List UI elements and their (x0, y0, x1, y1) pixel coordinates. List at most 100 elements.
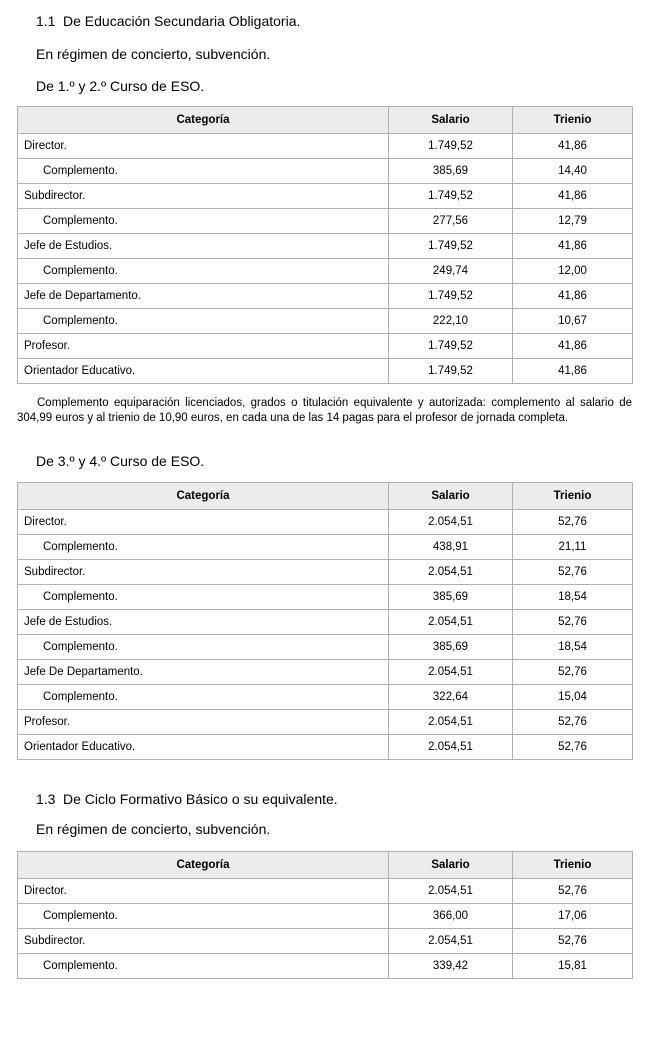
category-cell: Complemento. (17, 634, 389, 660)
column-header-categoria: Categoría (17, 106, 389, 134)
category-cell: Orientador Educativo. (17, 358, 389, 384)
table-row: Complemento. 322,64 15,04 (17, 684, 633, 710)
salario-cell: 385,69 (388, 158, 513, 184)
category-cell: Jefe De Departamento. (17, 659, 389, 685)
salario-cell: 1.749,52 (388, 283, 513, 309)
category-cell: Subdirector. (17, 183, 389, 209)
table-row: Complemento. 339,42 15,81 (17, 953, 633, 979)
salario-cell: 2.054,51 (388, 659, 513, 685)
table-row: Subdirector. 2.054,51 52,76 (17, 928, 633, 954)
category-cell: Orientador Educativo. (17, 734, 389, 760)
category-cell: Jefe de Estudios. (17, 609, 389, 635)
trienio-cell: 12,00 (512, 258, 633, 284)
trienio-cell: 21,11 (512, 534, 633, 560)
column-header-salario: Salario (388, 482, 513, 510)
trienio-cell: 12,79 (512, 208, 633, 234)
table-row: Complemento. 385,69 14,40 (17, 158, 633, 184)
salario-cell: 2.054,51 (388, 509, 513, 535)
regime-subheading: En régimen de concierto, subvención. (36, 46, 271, 62)
category-cell: Director. (17, 509, 389, 535)
trienio-cell: 41,86 (512, 283, 633, 309)
trienio-cell: 15,81 (512, 953, 633, 979)
table-row: Complemento. 222,10 10,67 (17, 308, 633, 334)
column-header-trienio: Trienio (512, 482, 633, 510)
salario-cell: 277,56 (388, 208, 513, 234)
trienio-cell: 41,86 (512, 133, 633, 159)
table-row: Jefe de Estudios. 2.054,51 52,76 (17, 609, 633, 635)
section-number: 1.1 (36, 13, 56, 29)
section-number: 1.3 (36, 791, 56, 807)
table-row: Director. 2.054,51 52,76 (17, 509, 633, 535)
category-cell: Jefe de Estudios. (17, 233, 389, 259)
table-row: Jefe de Departamento. 1.749,52 41,86 (17, 283, 633, 309)
category-cell: Jefe de Departamento. (17, 283, 389, 309)
category-cell: Profesor. (17, 709, 389, 735)
category-cell: Director. (17, 878, 389, 904)
table-row: Profesor. 1.749,52 41,86 (17, 333, 633, 359)
salario-cell: 249,74 (388, 258, 513, 284)
salario-cell: 1.749,52 (388, 133, 513, 159)
table-row: Jefe De Departamento. 2.054,51 52,76 (17, 659, 633, 685)
trienio-cell: 52,76 (512, 734, 633, 760)
table-row: Jefe de Estudios. 1.749,52 41,86 (17, 233, 633, 259)
trienio-cell: 52,76 (512, 559, 633, 585)
category-cell: Profesor. (17, 333, 389, 359)
table-row: Director. 2.054,51 52,76 (17, 878, 633, 904)
table-row: Subdirector. 2.054,51 52,76 (17, 559, 633, 585)
salario-cell: 322,64 (388, 684, 513, 710)
trienio-cell: 52,76 (512, 609, 633, 635)
table-row: Complemento. 438,91 21,11 (17, 534, 633, 560)
column-header-salario: Salario (388, 106, 513, 134)
trienio-cell: 52,76 (512, 509, 633, 535)
category-cell: Director. (17, 133, 389, 159)
section-heading-1-1: 1.1 De Educación Secundaria Obligatoria. (36, 13, 649, 29)
salario-cell: 1.749,52 (388, 233, 513, 259)
trienio-cell: 14,40 (512, 158, 633, 184)
table-row: Subdirector. 1.749,52 41,86 (17, 183, 633, 209)
salario-cell: 339,42 (388, 953, 513, 979)
regime-subheading: En régimen de concierto, subvención. (36, 821, 271, 837)
table-header-row: Categoría Salario Trienio (17, 106, 633, 134)
salario-cell: 2.054,51 (388, 878, 513, 904)
trienio-cell: 52,76 (512, 659, 633, 685)
category-cell: Complemento. (17, 208, 389, 234)
salary-table-ciclo-formativo: Categoría Salario Trienio Director. 2.054… (17, 851, 633, 979)
salario-cell: 1.749,52 (388, 358, 513, 384)
trienio-cell: 41,86 (512, 233, 633, 259)
table-header-row: Categoría Salario Trienio (17, 482, 633, 510)
equivalence-note: Complemento equiparación licenciados, gr… (17, 397, 632, 424)
table-row: Orientador Educativo. 1.749,52 41,86 (17, 358, 633, 384)
table-header-row: Categoría Salario Trienio (17, 851, 633, 879)
table-row: Complemento. 277,56 12,79 (17, 208, 633, 234)
salario-cell: 1.749,52 (388, 183, 513, 209)
salario-cell: 222,10 (388, 308, 513, 334)
column-header-categoria: Categoría (17, 851, 389, 879)
salario-cell: 1.749,52 (388, 333, 513, 359)
trienio-cell: 41,86 (512, 358, 633, 384)
category-cell: Complemento. (17, 158, 389, 184)
section-heading-1-3: 1.3 De Ciclo Formativo Básico o su equiva… (36, 791, 649, 807)
category-cell: Complemento. (17, 684, 389, 710)
salary-table-eso-1-2: Categoría Salario Trienio Director. 1.749… (17, 106, 633, 384)
category-cell: Complemento. (17, 953, 389, 979)
trienio-cell: 15,04 (512, 684, 633, 710)
column-header-trienio: Trienio (512, 106, 633, 134)
category-cell: Complemento. (17, 308, 389, 334)
section-title: De Educación Secundaria Obligatoria. (63, 13, 301, 29)
category-cell: Subdirector. (17, 559, 389, 585)
category-cell: Complemento. (17, 258, 389, 284)
trienio-cell: 17,06 (512, 903, 633, 929)
table-row: Complemento. 249,74 12,00 (17, 258, 633, 284)
trienio-cell: 10,67 (512, 308, 633, 334)
column-header-categoria: Categoría (17, 482, 389, 510)
table-row: Director. 1.749,52 41,86 (17, 133, 633, 159)
table-row: Complemento. 385,69 18,54 (17, 584, 633, 610)
category-cell: Complemento. (17, 584, 389, 610)
salario-cell: 438,91 (388, 534, 513, 560)
salario-cell: 385,69 (388, 584, 513, 610)
trienio-cell: 18,54 (512, 584, 633, 610)
trienio-cell: 52,76 (512, 709, 633, 735)
section-title: De Ciclo Formativo Básico o su equivalen… (63, 791, 338, 807)
salario-cell: 2.054,51 (388, 559, 513, 585)
